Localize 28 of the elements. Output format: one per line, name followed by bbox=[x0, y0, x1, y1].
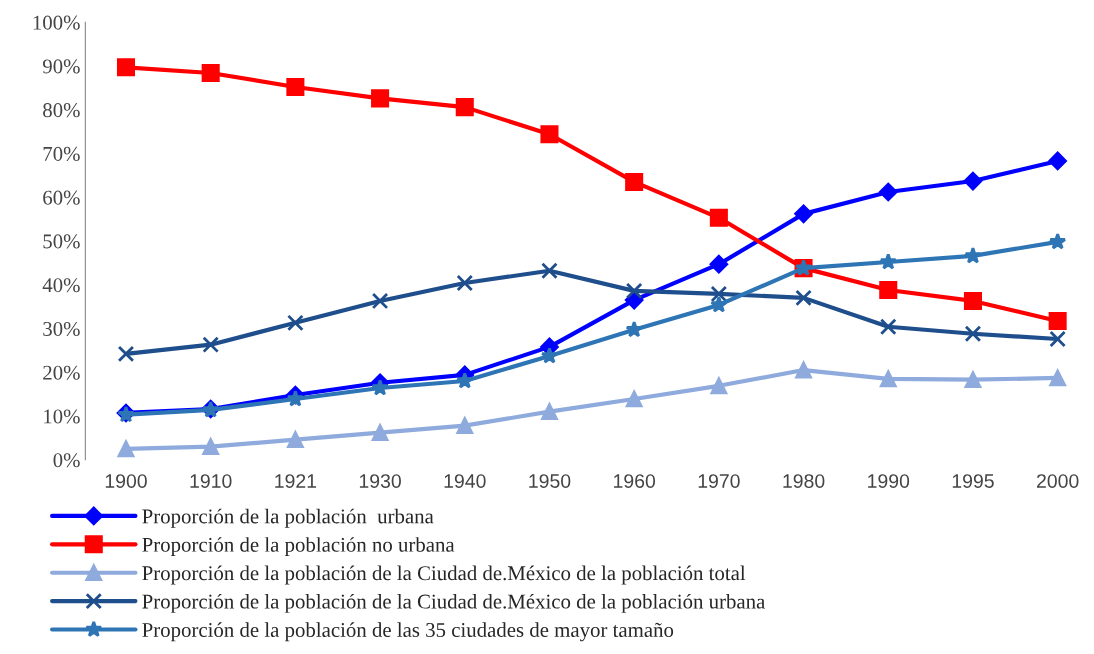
y-tick-label: 100% bbox=[33, 15, 80, 30]
x-tick-label: 1940 bbox=[444, 474, 486, 488]
legend-label: Proporción de la población de las 35 ciudades de mayor tamaño bbox=[142, 622, 674, 642]
y-tick-label: 80% bbox=[43, 103, 80, 118]
y-tick-label: 90% bbox=[42, 59, 80, 74]
x-tick-label: 1930 bbox=[359, 474, 401, 488]
x-tick-label: 1950 bbox=[529, 474, 571, 488]
x-tick-label: 1980 bbox=[783, 474, 825, 488]
x-tick-label: 1990 bbox=[868, 474, 910, 488]
x-tick-label: 1900 bbox=[105, 474, 147, 488]
legend-label: Proporción de la población de la Ciudad de.México de la población total bbox=[142, 565, 746, 585]
legend-label: Proporción de la población urbana bbox=[142, 508, 434, 528]
x-tick-label: 1995 bbox=[952, 474, 994, 488]
y-tick-label: 20% bbox=[43, 365, 80, 380]
legend-label: Proporción de la población de la Ciudad de.México de la población urbana bbox=[142, 593, 766, 613]
y-tick-label: 10% bbox=[44, 409, 80, 424]
x-tick-label: 2000 bbox=[1037, 474, 1079, 488]
y-tick-label: 60% bbox=[43, 190, 80, 205]
x-tick-label: 1970 bbox=[698, 474, 740, 488]
legend-label: Proporción de la población no urbana bbox=[142, 537, 455, 557]
y-tick-label: 70% bbox=[43, 146, 80, 161]
x-tick-label: 1960 bbox=[614, 474, 656, 488]
x-tick-label: 1910 bbox=[190, 474, 232, 488]
x-tick-label: 1921 bbox=[275, 474, 317, 488]
y-tick-label: 0% bbox=[53, 453, 80, 468]
y-tick-label: 30% bbox=[43, 321, 80, 337]
y-tick-label: 50% bbox=[43, 234, 80, 249]
y-tick-label: 40% bbox=[42, 278, 80, 293]
